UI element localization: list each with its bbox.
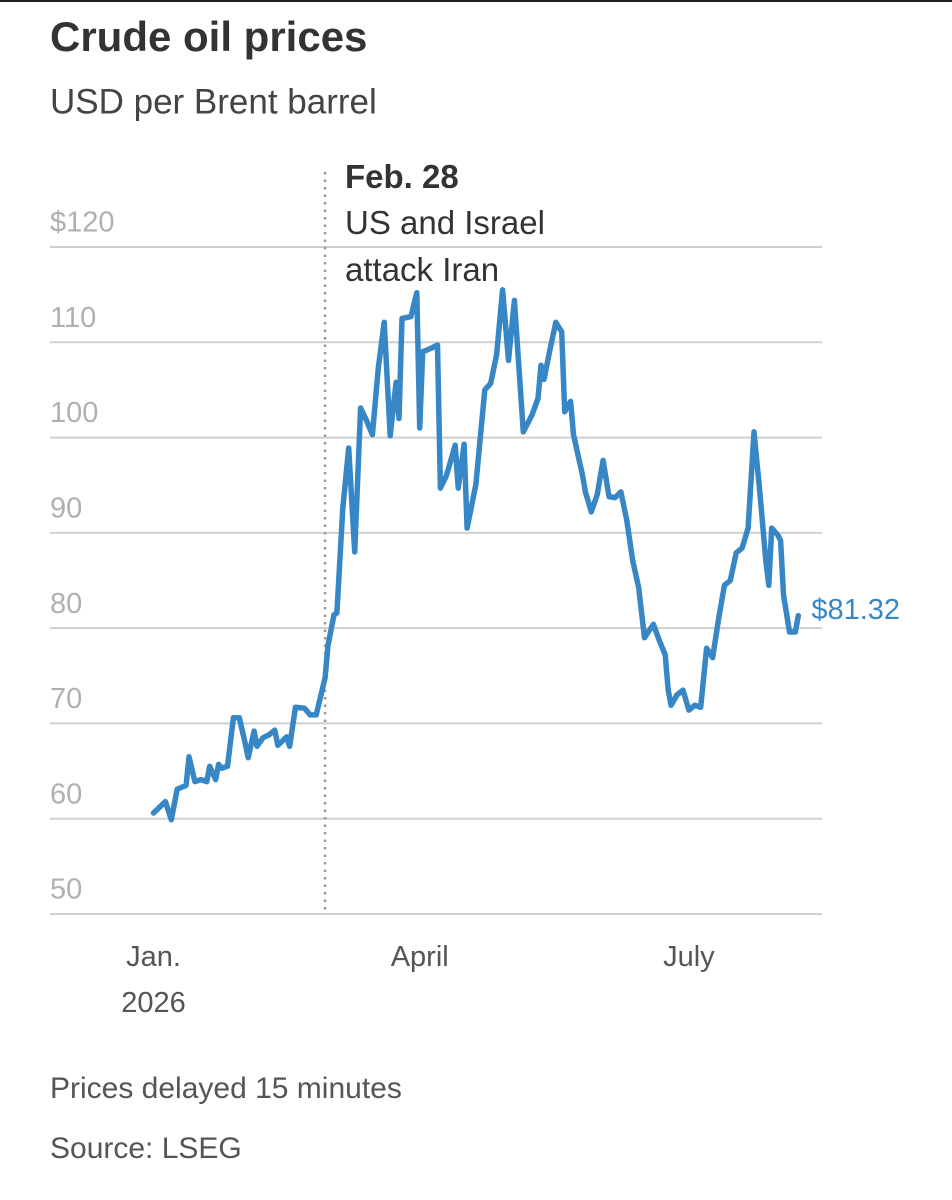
x-tick-label: April: [390, 941, 449, 973]
annotation-date: Feb. 28: [345, 158, 459, 195]
y-tick-label: 90: [50, 493, 82, 525]
y-tick-label: 80: [50, 588, 82, 620]
price-line: [150, 287, 802, 823]
x-tick-label: July: [663, 941, 715, 973]
y-tick-label: 60: [50, 778, 82, 810]
source: Source: LSEG: [50, 1132, 242, 1165]
annotation-text: US and Israel attack Iran: [345, 204, 545, 288]
y-tick-label: 110: [50, 302, 96, 334]
end-label: $81.32: [811, 594, 900, 626]
x-tick-label: Jan. 2026: [121, 941, 186, 1019]
y-tick-label: $120: [50, 207, 115, 239]
y-tick-label: 50: [50, 874, 82, 906]
y-tick-label: 70: [50, 683, 82, 715]
y-tick-label: 100: [50, 397, 98, 429]
chart-title: Crude oil prices: [50, 13, 367, 60]
note: Prices delayed 15 minutes: [50, 1072, 402, 1105]
chart-subtitle: USD per Brent barrel: [50, 82, 377, 121]
annotation: Feb. 28 US and Israel attack Iran: [345, 155, 585, 293]
